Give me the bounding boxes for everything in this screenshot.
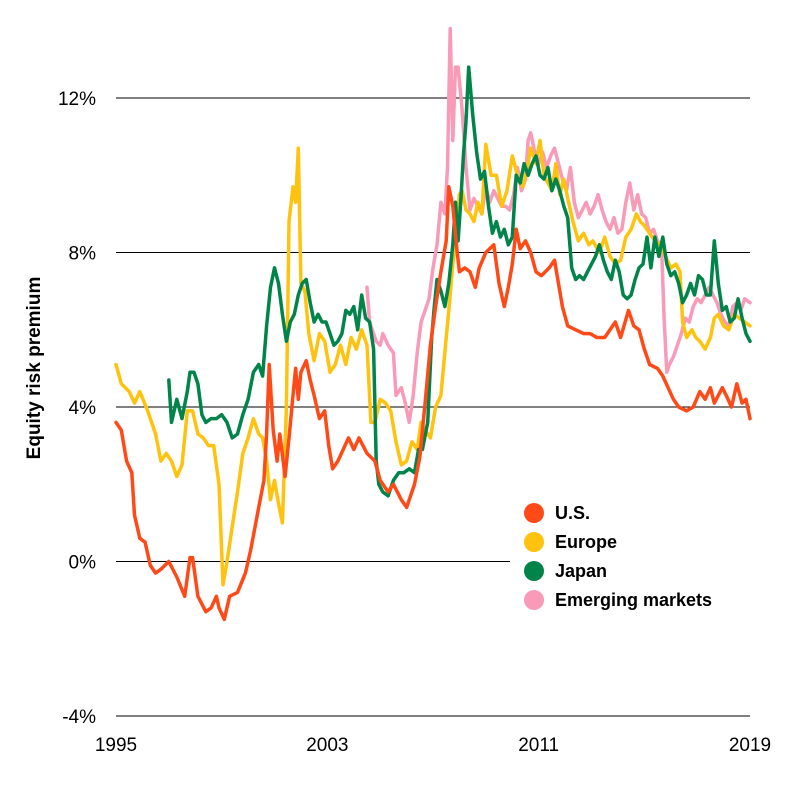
y-tick-label: -4%	[62, 707, 96, 728]
legend-label: Emerging markets	[555, 590, 712, 610]
legend-marker	[524, 532, 544, 552]
legend: U.S. Europe Japan Emerging markets	[524, 503, 712, 610]
y-axis-label: Equity risk premium	[24, 277, 45, 460]
legend-label: Japan	[555, 561, 607, 581]
x-tick-label: 1995	[95, 735, 137, 756]
x-tick-label: 2003	[306, 735, 348, 756]
legend-label: U.S.	[555, 503, 590, 523]
legend-marker	[524, 503, 544, 523]
x-tick-label: 2011	[518, 735, 559, 756]
legend-label: Europe	[555, 532, 617, 552]
y-tick-label: 12%	[58, 89, 96, 110]
gridlines	[116, 97, 750, 717]
series-lines	[114, 26, 752, 622]
y-tick-label: 4%	[69, 398, 97, 419]
x-tick-label: 2019	[729, 735, 771, 756]
series-line-u-s	[114, 185, 752, 622]
series-line-europe	[114, 138, 752, 587]
x-tick-labels: 1995 2003 2011 2019	[95, 735, 771, 756]
legend-marker	[524, 561, 544, 581]
series-line-japan	[167, 65, 752, 498]
series-line-emerging-markets	[365, 26, 752, 425]
legend-marker	[524, 590, 544, 610]
y-tick-label: 8%	[69, 244, 97, 265]
y-tick-label: 0%	[69, 553, 97, 574]
y-tick-labels: -4% 0% 4% 8% 12%	[58, 89, 96, 728]
